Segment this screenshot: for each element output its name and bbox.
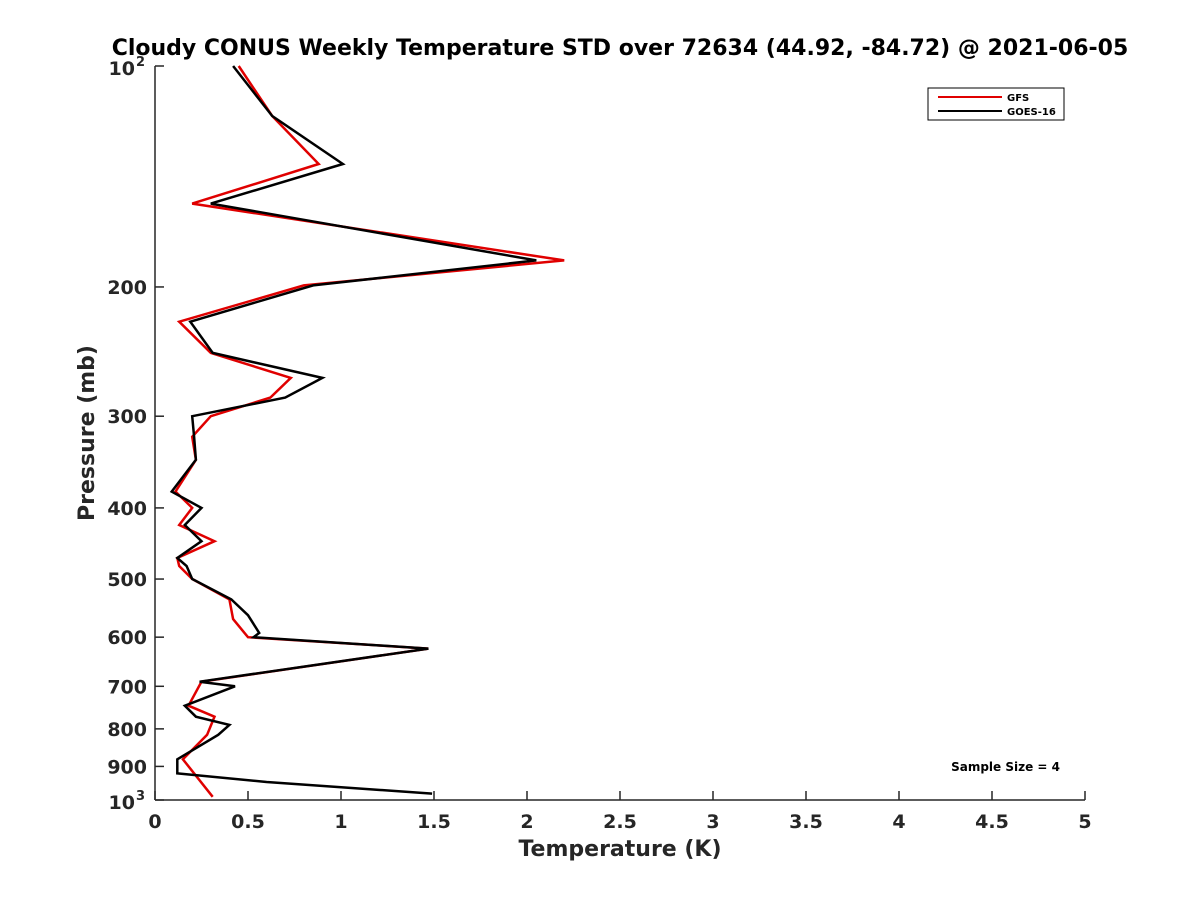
x-tick-label: 3.5	[789, 811, 823, 833]
y-tick-label: 800	[107, 719, 147, 741]
plot-lines	[169, 65, 565, 798]
legend: GFS GOES-16	[927, 87, 1065, 121]
y-tick-label: 300	[107, 406, 147, 428]
x-tick-label: 1.5	[417, 811, 451, 833]
y-tick-exponent: 3	[136, 789, 145, 804]
y-tick-label: 700	[107, 676, 147, 698]
x-tick-label: 0	[148, 811, 161, 833]
y-tick-exponent: 2	[136, 55, 145, 70]
x-tick-label: 5	[1078, 811, 1091, 833]
legend-box	[927, 87, 1065, 121]
x-tick-label: 4	[892, 811, 905, 833]
y-tick-label: 600	[107, 627, 147, 649]
x-tick-label: 3	[706, 811, 719, 833]
legend-label-goes-16: GOES-16	[1007, 107, 1056, 118]
x-tick-label: 4.5	[975, 811, 1009, 833]
legend-label-gfs: GFS	[1007, 93, 1029, 104]
y-tick-label: 900	[107, 756, 147, 778]
x-tick-label: 0.5	[231, 811, 265, 833]
y-tick-label: 200	[107, 277, 147, 299]
x-axis-label: Temperature (K)	[518, 837, 721, 862]
x-ticks: 0 0.5 1 1.5 2 2.5 3 3.5 4 4.5 5	[148, 791, 1092, 833]
x-tick-label: 2	[520, 811, 533, 833]
sample-size-annotation: Sample Size = 4	[951, 760, 1060, 774]
y-axis-label: Pressure (mb)	[75, 345, 100, 521]
y-tick-label: 10	[109, 58, 135, 80]
y-tick-base: 10	[109, 58, 135, 80]
chart-title: Cloudy CONUS Weekly Temperature STD over…	[112, 36, 1129, 61]
x-tick-label: 1	[334, 811, 347, 833]
series-line-goes-16	[169, 65, 537, 795]
y-tick-label: 500	[107, 569, 147, 591]
y-tick-base: 10	[109, 792, 135, 814]
y-tick-label: 10	[109, 792, 135, 814]
x-tick-label: 2.5	[603, 811, 637, 833]
y-tick-label: 400	[107, 498, 147, 520]
